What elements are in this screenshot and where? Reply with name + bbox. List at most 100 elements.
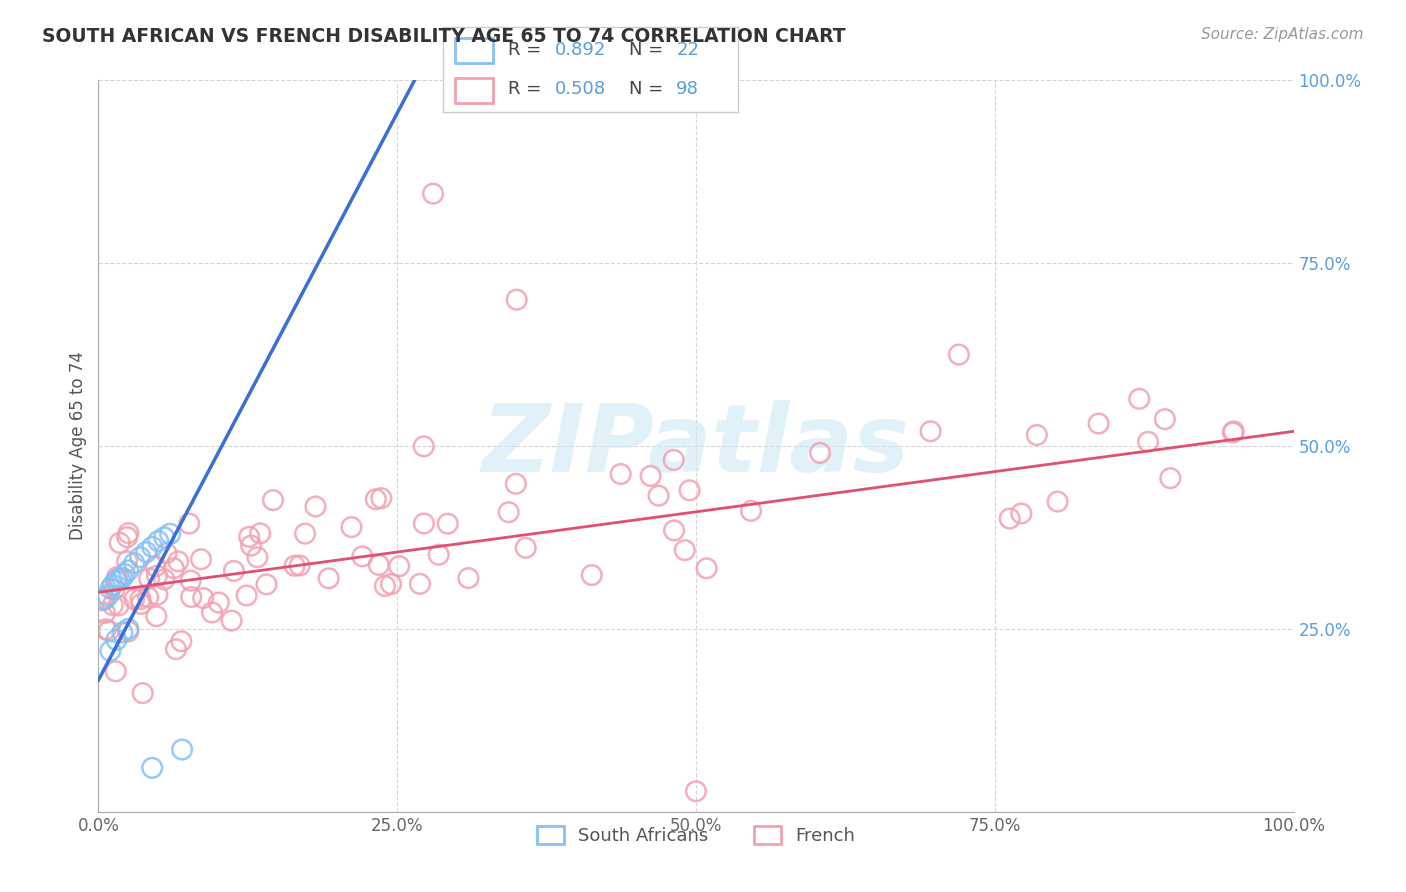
Point bbox=[193, 591, 215, 605]
Point bbox=[1025, 428, 1047, 442]
Point bbox=[505, 476, 527, 491]
Point bbox=[111, 571, 134, 585]
Point bbox=[1087, 417, 1109, 431]
Point bbox=[221, 614, 243, 628]
Point bbox=[1046, 494, 1069, 508]
Point bbox=[124, 556, 146, 570]
Point bbox=[135, 545, 157, 559]
Point bbox=[948, 347, 970, 362]
Point bbox=[696, 561, 718, 575]
Point bbox=[740, 504, 762, 518]
Legend: South Africans, French: South Africans, French bbox=[527, 816, 865, 854]
Point bbox=[115, 530, 138, 544]
Point bbox=[108, 572, 131, 586]
Point bbox=[340, 520, 363, 534]
Point bbox=[153, 572, 176, 586]
Point bbox=[103, 582, 125, 597]
Point bbox=[427, 548, 450, 562]
Point bbox=[98, 644, 122, 658]
Point bbox=[105, 570, 128, 584]
Point bbox=[256, 577, 278, 591]
Point bbox=[685, 784, 707, 798]
Point bbox=[249, 526, 271, 541]
Point bbox=[412, 439, 434, 453]
Point bbox=[138, 571, 160, 585]
Point bbox=[352, 549, 374, 564]
Point bbox=[170, 634, 193, 648]
Point bbox=[498, 505, 520, 519]
Point bbox=[101, 598, 124, 612]
Point bbox=[388, 559, 411, 574]
Point bbox=[115, 554, 138, 568]
Point bbox=[94, 606, 117, 620]
Point bbox=[374, 579, 396, 593]
Point bbox=[117, 526, 139, 541]
Point bbox=[1137, 434, 1160, 449]
Point bbox=[97, 589, 120, 603]
Point bbox=[159, 526, 181, 541]
Text: 22: 22 bbox=[676, 42, 699, 60]
Point bbox=[165, 642, 187, 657]
Text: 0.508: 0.508 bbox=[555, 79, 606, 97]
Point bbox=[146, 568, 169, 582]
Point bbox=[515, 541, 537, 555]
Text: SOUTH AFRICAN VS FRENCH DISABILITY AGE 65 TO 74 CORRELATION CHART: SOUTH AFRICAN VS FRENCH DISABILITY AGE 6… bbox=[42, 27, 846, 45]
Text: ZIPatlas: ZIPatlas bbox=[482, 400, 910, 492]
Point bbox=[97, 624, 120, 638]
Point bbox=[114, 567, 136, 582]
Point bbox=[148, 534, 170, 549]
Point bbox=[129, 550, 152, 565]
Point bbox=[1222, 425, 1244, 440]
Point bbox=[581, 568, 603, 582]
Point bbox=[370, 491, 392, 506]
Point bbox=[117, 624, 139, 639]
Point bbox=[678, 483, 700, 498]
Point bbox=[673, 543, 696, 558]
Point bbox=[288, 558, 311, 573]
Point bbox=[364, 492, 387, 507]
Point bbox=[422, 186, 444, 201]
Point bbox=[1223, 425, 1246, 439]
Point bbox=[117, 622, 139, 636]
Point bbox=[105, 574, 128, 589]
Text: 0.892: 0.892 bbox=[555, 42, 606, 60]
Point bbox=[240, 539, 263, 553]
Point bbox=[180, 590, 202, 604]
Point bbox=[808, 446, 831, 460]
Point bbox=[93, 591, 115, 606]
Point bbox=[222, 564, 245, 578]
Point bbox=[153, 530, 176, 544]
Point bbox=[294, 526, 316, 541]
Point bbox=[380, 577, 402, 591]
Point bbox=[167, 554, 190, 568]
Point bbox=[920, 424, 942, 438]
Point bbox=[122, 592, 145, 607]
Point bbox=[94, 622, 117, 636]
Point bbox=[1159, 471, 1181, 485]
Text: N =: N = bbox=[628, 79, 669, 97]
Text: 98: 98 bbox=[676, 79, 699, 97]
Point bbox=[101, 578, 124, 592]
Point bbox=[190, 552, 212, 566]
Point bbox=[141, 540, 163, 554]
Point bbox=[129, 597, 152, 611]
Point bbox=[409, 577, 432, 591]
Point bbox=[640, 469, 662, 483]
Point bbox=[141, 761, 163, 775]
Point bbox=[998, 511, 1021, 525]
Point bbox=[208, 596, 231, 610]
Point bbox=[304, 500, 326, 514]
Point bbox=[108, 536, 131, 550]
Point bbox=[246, 550, 269, 565]
Point bbox=[179, 516, 201, 531]
Point bbox=[647, 489, 669, 503]
Point bbox=[155, 546, 177, 560]
Point bbox=[117, 563, 139, 577]
Point bbox=[146, 588, 169, 602]
Point bbox=[413, 516, 436, 531]
Point bbox=[284, 558, 307, 573]
Point bbox=[1128, 392, 1150, 406]
Point bbox=[131, 686, 153, 700]
Text: N =: N = bbox=[628, 42, 669, 60]
Point bbox=[105, 632, 128, 647]
